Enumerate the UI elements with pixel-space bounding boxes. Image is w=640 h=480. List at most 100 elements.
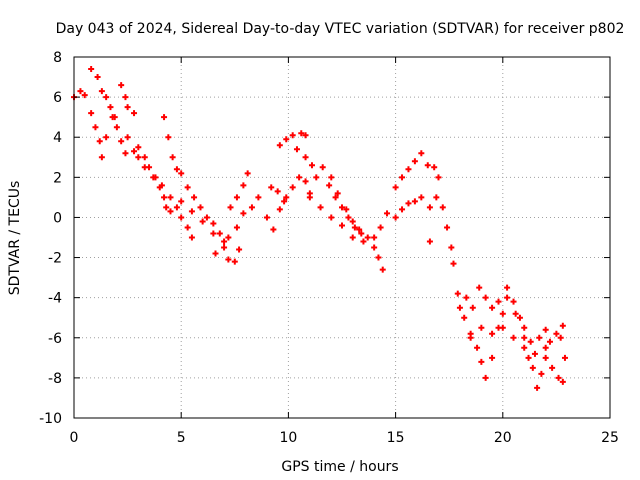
data-point (169, 154, 176, 161)
x-tick-label: 5 (177, 430, 186, 446)
data-point (489, 330, 496, 337)
data-point (482, 294, 489, 301)
data-point (276, 142, 283, 149)
data-point (392, 184, 399, 191)
data-point (98, 88, 105, 95)
data-point (313, 174, 320, 181)
data-point (317, 204, 324, 211)
data-point (77, 88, 84, 95)
data-point (199, 218, 206, 225)
data-point (538, 370, 545, 377)
data-point (167, 208, 174, 215)
data-point (371, 244, 378, 251)
data-point (489, 304, 496, 311)
x-tick-label: 10 (279, 430, 297, 446)
y-axis-label: SDTVAR / TECUs (7, 181, 23, 296)
data-point (534, 384, 541, 391)
x-axis-label: GPS time / hours (281, 459, 398, 475)
data-point (478, 324, 485, 331)
data-point (444, 224, 451, 231)
data-point (525, 354, 532, 361)
data-point (375, 254, 382, 261)
data-point (94, 74, 101, 81)
data-point (504, 284, 511, 291)
y-tick-label: -2 (48, 251, 62, 267)
data-point (542, 326, 549, 333)
data-point (456, 304, 463, 311)
data-point (542, 354, 549, 361)
data-point (212, 250, 219, 257)
data-point (191, 194, 198, 201)
data-point (561, 354, 568, 361)
data-point (302, 154, 309, 161)
data-point (461, 314, 468, 321)
data-point (542, 344, 549, 351)
y-tick-label: -6 (48, 331, 62, 347)
data-point (546, 338, 553, 345)
data-point (289, 184, 296, 191)
data-point (184, 224, 191, 231)
data-point (499, 310, 506, 317)
data-point (210, 220, 217, 227)
data-point (351, 224, 358, 231)
data-point (173, 204, 180, 211)
data-point (364, 234, 371, 241)
data-point (98, 154, 105, 161)
data-point (478, 358, 485, 365)
x-tick-label: 20 (494, 430, 512, 446)
data-point (270, 226, 277, 233)
data-point (118, 82, 125, 89)
data-point (263, 214, 270, 221)
data-point (135, 154, 142, 161)
data-point (510, 298, 517, 305)
data-point (343, 206, 350, 213)
data-point (141, 164, 148, 171)
data-point (411, 198, 418, 205)
axis-ticks (73, 56, 611, 419)
data-point (474, 344, 481, 351)
y-tick-labels: -10 -8 -6 -4 -2 0 2 4 6 8 (39, 50, 62, 427)
data-point (521, 324, 528, 331)
data-point (328, 214, 335, 221)
y-tick-label: -8 (48, 371, 62, 387)
data-point (450, 260, 457, 267)
data-point (244, 170, 251, 177)
plot-frame (73, 56, 611, 419)
data-point (531, 350, 538, 357)
data-point (424, 162, 431, 169)
data-point (306, 194, 313, 201)
data-point (527, 338, 534, 345)
data-point (240, 182, 247, 189)
data-point (248, 204, 255, 211)
data-point (433, 194, 440, 201)
data-point (289, 132, 296, 139)
data-point (161, 194, 168, 201)
data-point (109, 114, 116, 121)
y-tick-label: -10 (39, 411, 62, 427)
data-point (536, 334, 543, 341)
data-point (113, 124, 120, 131)
data-point (384, 210, 391, 217)
y-tick-label: 2 (53, 170, 62, 186)
data-point (529, 364, 536, 371)
data-point (233, 224, 240, 231)
data-point (559, 378, 566, 385)
data-point (210, 230, 217, 237)
data-point (178, 198, 185, 205)
grid-lines (74, 57, 610, 418)
data-point (122, 150, 129, 157)
data-point (426, 204, 433, 211)
x-tick-label: 15 (387, 430, 405, 446)
data-point (118, 138, 125, 145)
data-point (131, 110, 138, 117)
data-point (233, 194, 240, 201)
data-point (426, 238, 433, 245)
x-tick-labels: 0 5 10 15 20 25 (70, 430, 619, 446)
data-point (516, 314, 523, 321)
x-tick-label: 0 (70, 430, 79, 446)
data-point (161, 114, 168, 121)
data-point (454, 290, 461, 297)
data-point (557, 334, 564, 341)
data-point (221, 238, 228, 245)
